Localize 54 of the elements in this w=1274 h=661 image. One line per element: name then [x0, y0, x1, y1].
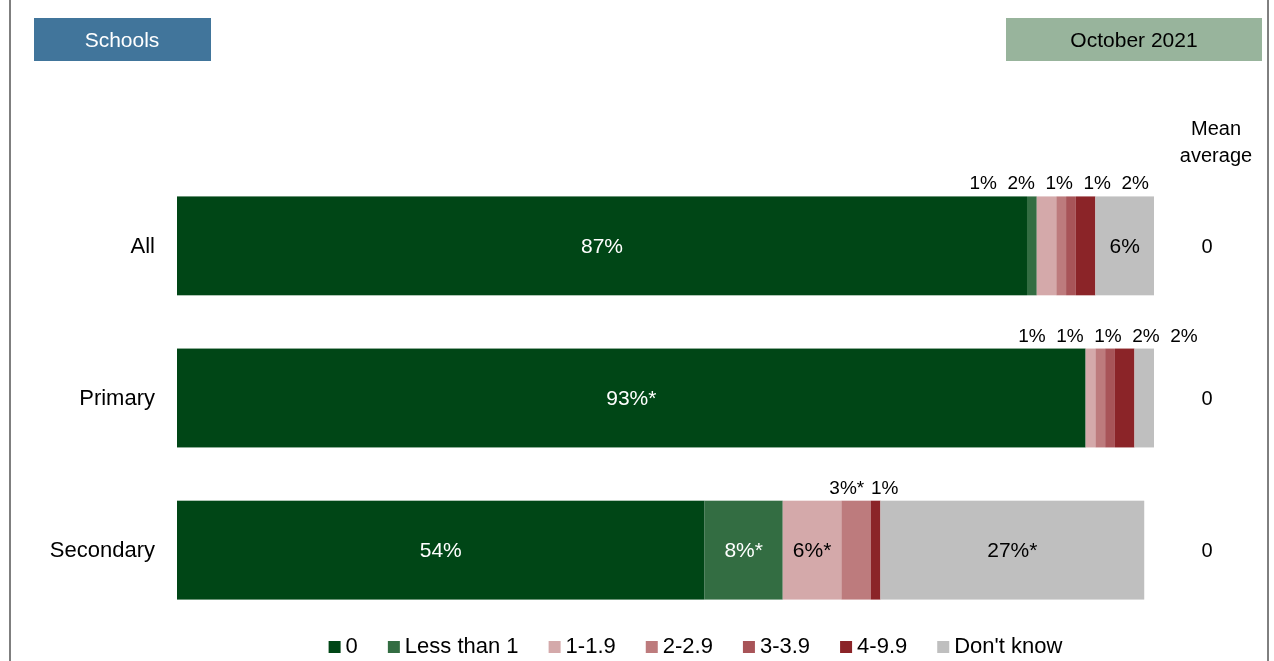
data-label: 2%: [1170, 324, 1198, 346]
bar: [1075, 196, 1096, 296]
y-tick-label: Primary: [79, 385, 155, 410]
text: Mean average: [1179, 117, 1253, 166]
data-label: 27%*: [987, 538, 1038, 562]
data-label: 1%: [969, 172, 998, 194]
data-label: 3%*: [829, 476, 865, 498]
data-label: 1%: [1094, 324, 1122, 346]
bar: [782, 500, 842, 600]
bar: [1114, 348, 1135, 448]
data-label: 2%: [1007, 172, 1036, 194]
chart-subtitle: October 2021: [1070, 28, 1198, 51]
text: 0: [1201, 387, 1213, 409]
data-label: 2%: [1132, 324, 1160, 346]
data-label: 1%: [1083, 172, 1112, 194]
bar: [177, 500, 705, 600]
bar: [704, 500, 783, 600]
legend-label: 2-2.9: [662, 633, 713, 658]
chart-title: Schools: [84, 28, 160, 51]
bar: [177, 196, 1027, 296]
legend-label: 0: [345, 633, 358, 658]
bar: [1095, 196, 1154, 296]
bar: [1026, 196, 1037, 296]
bar: [177, 348, 1086, 448]
bar: [841, 500, 871, 600]
data-label: 54%: [419, 538, 462, 562]
data-label: 1%: [871, 476, 899, 498]
legend-label: Less than 1: [404, 633, 519, 658]
bar: [880, 500, 1145, 600]
data-label: 93%*: [606, 386, 657, 409]
bar: [870, 500, 881, 600]
data-label: 6%: [1109, 233, 1140, 257]
legend-label: 4-9.9: [857, 633, 908, 658]
y-tick-label: All: [130, 232, 155, 258]
text: 0: [1201, 234, 1213, 257]
legend-label: 3-3.9: [759, 633, 811, 658]
bar: [1105, 348, 1115, 448]
data-label: 6%*: [792, 538, 832, 562]
data-label: 1%: [1018, 324, 1046, 346]
data-label: 1%: [1045, 172, 1074, 194]
y-tick-label: Secondary: [49, 537, 155, 563]
legend-label: 1-1.9: [565, 633, 616, 658]
data-label: 1%: [1056, 324, 1084, 346]
bar: [1056, 196, 1067, 296]
bar: [1066, 196, 1076, 296]
bar: [1134, 348, 1154, 448]
data-label: 2%: [1121, 172, 1150, 194]
bar: [1036, 196, 1057, 296]
bar: [1085, 348, 1096, 448]
legend-label: Don't know: [954, 633, 1063, 658]
text: 0: [1201, 539, 1213, 562]
data-label: 87%: [580, 233, 624, 257]
bar: [1095, 348, 1106, 448]
data-label: 8%*: [724, 538, 763, 562]
